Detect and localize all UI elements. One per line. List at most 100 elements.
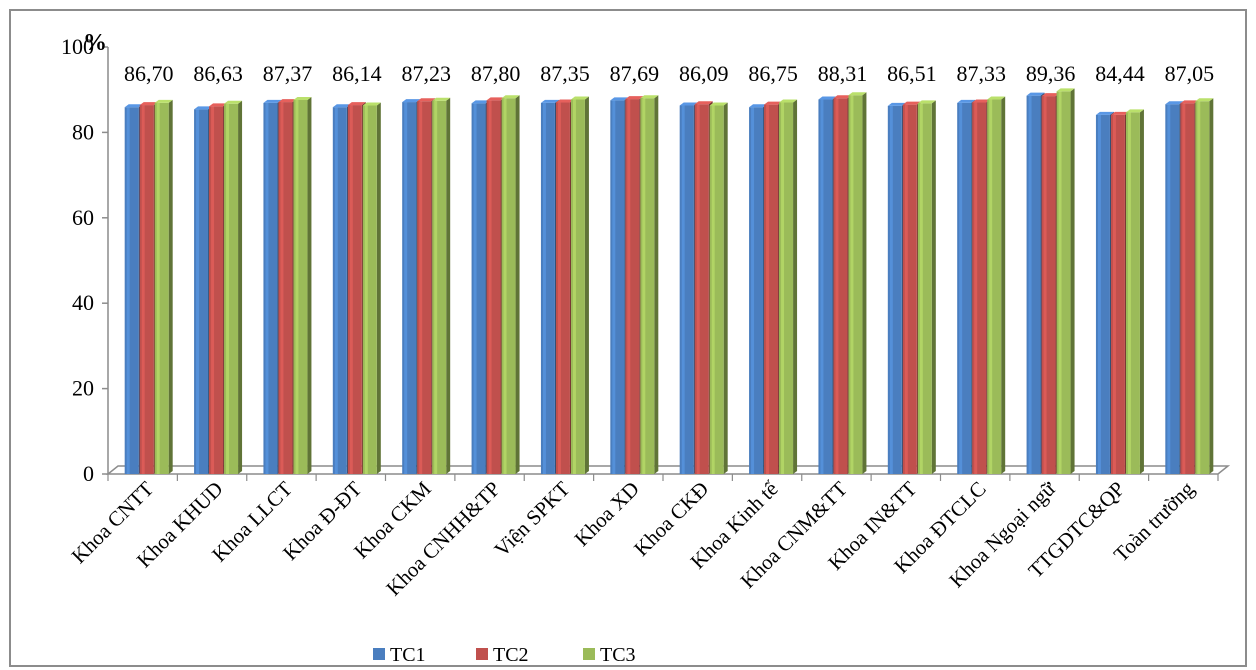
- legend: TC1 TC2 TC3: [373, 644, 636, 666]
- bar-top: [640, 95, 659, 99]
- y-unit-label: %: [83, 30, 107, 56]
- data-labels: 86,70 86,63 87,37 86,14 87,23 87,80 87,35 87,69…: [124, 61, 1214, 86]
- data-label: 87,33: [956, 61, 1006, 86]
- bar-side: [793, 99, 798, 474]
- bar-highlight: [1197, 101, 1201, 474]
- bar-top: [501, 95, 520, 99]
- y-tick-label: 20: [72, 376, 94, 401]
- bar-highlight: [488, 100, 492, 474]
- bar-highlight: [1043, 96, 1047, 474]
- bar-highlight: [959, 102, 963, 474]
- bar-top: [1095, 111, 1114, 115]
- bar-tc3: [987, 96, 1006, 475]
- bar-highlight: [434, 100, 438, 474]
- bar-side: [584, 96, 589, 475]
- bar-side: [1209, 98, 1214, 474]
- bar-side: [862, 92, 867, 474]
- bar-highlight: [820, 99, 824, 475]
- y-tick-label: 100: [61, 34, 94, 59]
- bar-side: [307, 96, 312, 474]
- bar-top: [417, 98, 436, 102]
- bar-highlight: [126, 107, 130, 474]
- bar-top: [263, 99, 282, 103]
- bar-top: [293, 96, 312, 100]
- bar-highlight: [280, 102, 284, 474]
- bar-highlight: [1097, 114, 1101, 474]
- bar-top: [570, 96, 589, 100]
- bar-highlight: [1058, 91, 1062, 475]
- bar-tc3: [779, 99, 798, 474]
- bar-top: [957, 99, 976, 103]
- bar-top: [194, 106, 213, 110]
- bar-side: [1070, 88, 1075, 475]
- bar-side: [446, 97, 451, 474]
- bars: [124, 88, 1214, 475]
- bar-highlight: [974, 102, 978, 474]
- data-label: 89,36: [1026, 61, 1076, 86]
- bar-highlight: [542, 102, 546, 474]
- bar-highlight: [141, 105, 145, 475]
- bar-highlight: [835, 98, 839, 475]
- bar-highlight: [404, 102, 408, 474]
- bar-tc3: [570, 96, 589, 475]
- bar-top: [749, 104, 768, 108]
- bar-top: [1110, 111, 1129, 115]
- bar-top: [694, 101, 713, 105]
- bar-top: [709, 102, 728, 106]
- data-label: 87,69: [610, 61, 660, 86]
- bar-top: [972, 99, 991, 103]
- bar-highlight: [696, 104, 700, 474]
- bar-top: [471, 100, 490, 104]
- bar-top: [679, 102, 698, 106]
- bar-top: [887, 102, 906, 106]
- bar-highlight: [349, 105, 353, 475]
- data-label: 86,51: [887, 61, 937, 86]
- bar-highlight: [642, 98, 646, 475]
- data-label: 87,80: [471, 61, 521, 86]
- bar-tc3: [362, 102, 381, 475]
- bar-top: [833, 95, 852, 99]
- bar-tc3: [154, 99, 173, 474]
- legend-label: TC2: [493, 644, 529, 666]
- bar-highlight: [473, 103, 477, 474]
- bar-top: [902, 101, 921, 105]
- bar-highlight: [850, 95, 854, 474]
- bar-tc3: [501, 95, 520, 475]
- bar-tc3: [432, 97, 451, 474]
- bar-top: [540, 99, 559, 103]
- bar-side: [931, 100, 936, 474]
- bar-highlight: [681, 105, 685, 475]
- legend-label: TC3: [600, 644, 636, 666]
- bar-highlight: [156, 102, 160, 474]
- bar-top: [625, 96, 644, 100]
- legend-swatch: [583, 648, 595, 660]
- data-label: 86,75: [748, 61, 798, 86]
- bar-highlight: [989, 99, 993, 475]
- bar-top: [764, 101, 783, 105]
- bar-highlight: [1182, 103, 1186, 474]
- bar-top: [209, 103, 228, 107]
- bar-top: [1056, 88, 1075, 92]
- bar-highlight: [766, 104, 770, 475]
- bar-tc3: [1125, 109, 1144, 475]
- bar-top: [1026, 92, 1045, 96]
- bar-highlight: [364, 105, 368, 475]
- bar-tc3: [917, 100, 936, 474]
- bar-highlight: [612, 100, 616, 474]
- bar-top: [848, 92, 867, 96]
- bar-top: [1180, 100, 1199, 104]
- bar-top: [610, 97, 629, 101]
- bar-highlight: [1127, 112, 1131, 475]
- bar-top: [347, 102, 366, 106]
- bar-highlight: [627, 99, 631, 475]
- legend-item-tc2: TC2: [476, 644, 529, 666]
- bar-highlight: [751, 107, 755, 474]
- bar-highlight: [196, 109, 200, 474]
- bar-tc3: [1195, 98, 1214, 474]
- bar-top: [278, 99, 297, 103]
- legend-swatch: [373, 648, 385, 660]
- data-label: 84,44: [1095, 61, 1145, 86]
- bar-top: [987, 96, 1006, 100]
- bar-tc3: [848, 92, 867, 474]
